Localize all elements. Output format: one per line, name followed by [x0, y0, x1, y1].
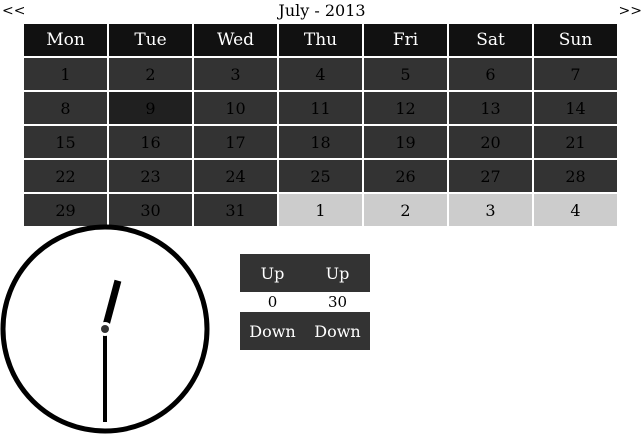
calendar-day[interactable]: 16 — [109, 126, 192, 158]
calendar-day[interactable]: 5 — [364, 58, 447, 90]
calendar-day-other-month[interactable]: 1 — [279, 194, 362, 226]
clock-face — [0, 224, 210, 434]
calendar-day[interactable]: 30 — [109, 194, 192, 226]
calendar-week-row: 29 30 31 1 2 3 4 — [24, 194, 617, 226]
calendar-day[interactable]: 7 — [534, 58, 617, 90]
calendar-day[interactable]: 2 — [109, 58, 192, 90]
calendar-day[interactable]: 31 — [194, 194, 277, 226]
calendar-day[interactable]: 6 — [449, 58, 532, 90]
weekday-header-tue: Tue — [109, 24, 192, 56]
minute-down-button[interactable]: Down — [305, 312, 370, 350]
weekday-header-sun: Sun — [534, 24, 617, 56]
calendar-week-row: 22 23 24 25 26 27 28 — [24, 160, 617, 192]
hour-down-button[interactable]: Down — [240, 312, 305, 350]
calendar-body: 1 2 3 4 5 6 7 8 9 10 11 12 13 14 15 16 17 18 19 20 21 22 23 24 2… — [24, 58, 617, 226]
calendar-day-selected[interactable]: 9 — [109, 92, 192, 124]
calendar-day[interactable]: 1 — [24, 58, 107, 90]
calendar-day[interactable]: 18 — [279, 126, 362, 158]
weekday-header-mon: Mon — [24, 24, 107, 56]
calendar-week-row: 15 16 17 18 19 20 21 — [24, 126, 617, 158]
minute-value: 30 — [327, 293, 348, 311]
calendar-day[interactable]: 3 — [194, 58, 277, 90]
calendar-day[interactable]: 22 — [24, 160, 107, 192]
calendar-day[interactable]: 12 — [364, 92, 447, 124]
hour-up-button[interactable]: Up — [240, 254, 305, 292]
minute-up-button[interactable]: Up — [305, 254, 370, 292]
previous-month-button[interactable]: << — [2, 3, 26, 19]
calendar-day[interactable]: 13 — [449, 92, 532, 124]
calendar-grid: Mon Tue Wed Thu Fri Sat Sun 1 2 3 4 5 6 7 8 9 10 11 12 13 1… — [22, 22, 619, 228]
calendar-day[interactable]: 24 — [194, 160, 277, 192]
clock-pivot — [101, 325, 109, 333]
weekday-header-wed: Wed — [194, 24, 277, 56]
calendar-day-other-month[interactable]: 2 — [364, 194, 447, 226]
calendar-day[interactable]: 28 — [534, 160, 617, 192]
time-controls: Up Up 0 30 Down Down — [240, 254, 370, 350]
calendar-day-other-month[interactable]: 3 — [449, 194, 532, 226]
calendar-day[interactable]: 15 — [24, 126, 107, 158]
calendar-week-row: 8 9 10 11 12 13 14 — [24, 92, 617, 124]
calendar-day-other-month[interactable]: 4 — [534, 194, 617, 226]
calendar-day[interactable]: 8 — [24, 92, 107, 124]
weekday-header-fri: Fri — [364, 24, 447, 56]
calendar-day[interactable]: 17 — [194, 126, 277, 158]
next-month-button[interactable]: >> — [618, 3, 642, 19]
month-title: July - 2013 — [278, 1, 366, 20]
weekday-header-sat: Sat — [449, 24, 532, 56]
weekday-header-thu: Thu — [279, 24, 362, 56]
calendar-day[interactable]: 29 — [24, 194, 107, 226]
calendar-day[interactable]: 14 — [534, 92, 617, 124]
weekday-header-row: Mon Tue Wed Thu Fri Sat Sun — [24, 24, 617, 56]
calendar-day[interactable]: 10 — [194, 92, 277, 124]
calendar-day[interactable]: 26 — [364, 160, 447, 192]
calendar-day[interactable]: 21 — [534, 126, 617, 158]
calendar-day[interactable]: 19 — [364, 126, 447, 158]
analog-clock — [0, 224, 210, 434]
calendar-day[interactable]: 27 — [449, 160, 532, 192]
calendar-day[interactable]: 4 — [279, 58, 362, 90]
hour-hand — [101, 279, 122, 330]
calendar-day[interactable]: 23 — [109, 160, 192, 192]
hour-value: 0 — [267, 293, 278, 311]
calendar-day[interactable]: 20 — [449, 126, 532, 158]
calendar-day[interactable]: 11 — [279, 92, 362, 124]
calendar-day[interactable]: 25 — [279, 160, 362, 192]
